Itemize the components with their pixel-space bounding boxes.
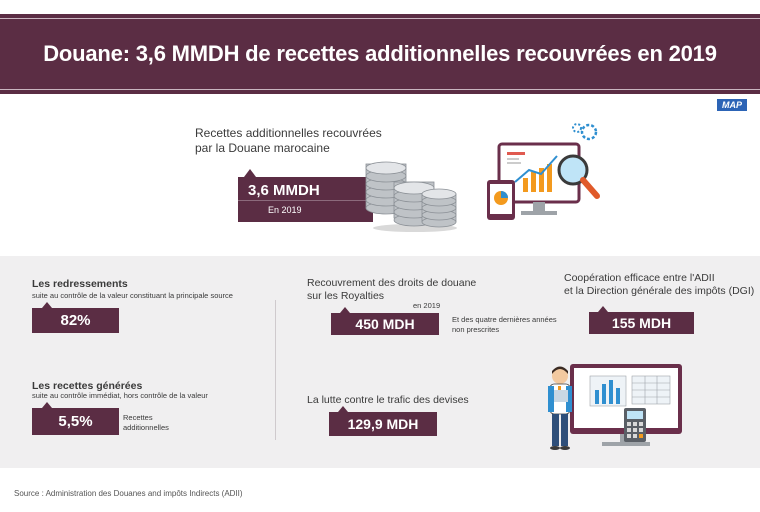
coins-stack-icon <box>365 161 457 232</box>
cooperation-pointer <box>598 306 608 312</box>
recettes-pointer <box>42 402 52 408</box>
hero-pointer <box>244 169 256 177</box>
royalties-title: Recouvrement des droits de douane sur le… <box>307 277 476 303</box>
banner-bottom-rule <box>0 89 760 90</box>
redressements-pointer <box>42 302 52 308</box>
banner-top-rule <box>0 18 760 19</box>
royalties-note-line2: non prescrites <box>452 325 500 334</box>
recettes-title: Les recettes générées <box>32 380 143 392</box>
royalties-year: en 2019 <box>413 301 441 310</box>
accountant-person-icon <box>548 364 682 450</box>
recettes-subtitle: suite au contrôle immédiat, hors contrôl… <box>32 391 208 400</box>
page-title: Douane: 3,6 MMDH de recettes additionnel… <box>43 41 717 66</box>
cooperation-title-line1: Coopération efficace entre l'ADII <box>564 272 715 284</box>
recettes-note-line1: Recettes <box>123 413 153 422</box>
recettes-note-line2: additionnelles <box>123 423 169 432</box>
title-banner: Douane: 3,6 MMDH de recettes additionnel… <box>0 14 760 94</box>
royalties-pointer <box>340 307 350 313</box>
royalties-title-line1: Recouvrement des droits de douane <box>307 277 477 289</box>
hero-value-box <box>238 177 373 222</box>
redressements-value: 82% <box>32 308 119 333</box>
royalties-title-line2: sur les Royalties <box>307 290 385 302</box>
column-divider <box>275 300 276 440</box>
devises-pointer <box>338 406 348 412</box>
redressements-subtitle: suite au contrôle de la valeur constitua… <box>32 291 233 300</box>
analytics-monitor-icon <box>487 123 600 220</box>
royalties-note: Et des quatre dernières années non presc… <box>452 315 557 335</box>
cooperation-value: 155 MDH <box>589 312 694 334</box>
recettes-note: Recettes additionnelles <box>123 413 169 433</box>
royalties-value: 450 MDH <box>331 313 439 335</box>
royalties-note-line1: Et des quatre dernières années <box>452 315 557 324</box>
cooperation-title: Coopération efficace entre l'ADII et la … <box>564 272 754 298</box>
cooperation-title-line2: et la Direction générale des impôts (DGI… <box>564 285 755 297</box>
map-logo: MAP <box>717 99 747 111</box>
hero-value: 3,6 MMDH <box>248 182 320 199</box>
source-note: Source : Administration des Douanes and … <box>14 489 243 498</box>
hero-year: En 2019 <box>268 205 302 215</box>
hero-label-line2: par la Douane marocaine <box>195 141 330 155</box>
recettes-value: 5,5% <box>32 408 119 435</box>
devises-title: La lutte contre le trafic des devises <box>307 394 469 406</box>
devises-value: 129,9 MDH <box>329 412 437 436</box>
hero-label-line1: Recettes additionnelles recouvrées <box>195 126 382 140</box>
redressements-title: Les redressements <box>32 278 128 290</box>
hero-separator <box>238 200 373 201</box>
hero-label: Recettes additionnelles recouvrées par l… <box>195 126 415 156</box>
